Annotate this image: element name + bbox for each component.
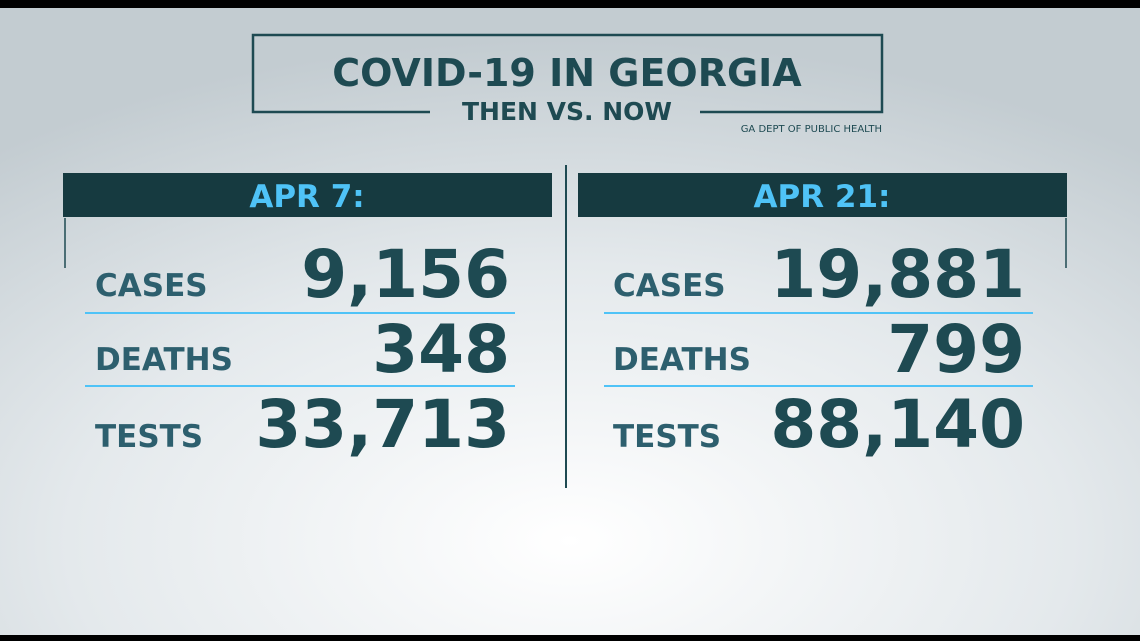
row-value: 799: [887, 311, 1025, 388]
row-label: DEATHS: [613, 342, 751, 378]
title: COVID-19 IN GEORGIA: [332, 51, 802, 95]
row-label: CASES: [95, 268, 208, 304]
row-value: 9,156: [301, 236, 510, 313]
row-label: DEATHS: [95, 342, 233, 378]
row-value: 88,140: [770, 386, 1025, 463]
date-bar: [578, 173, 1067, 217]
row-value: 348: [372, 311, 510, 388]
row-label: CASES: [613, 268, 726, 304]
source: GA DEPT OF PUBLIC HEALTH: [741, 124, 882, 135]
background: [0, 8, 1140, 635]
subtitle: THEN VS. NOW: [462, 97, 672, 126]
row-label: TESTS: [95, 419, 203, 455]
row-value: 19,881: [770, 236, 1025, 313]
row-value: 33,713: [255, 386, 510, 463]
date: APR 7:: [249, 179, 364, 215]
panels: APR 7: CASES 9,156 DEATHS 348 TESTS 33,713 APR …: [63, 173, 1067, 463]
title-box: [251, 33, 884, 114]
date: APR 21:: [754, 179, 891, 215]
date-bar: [63, 173, 552, 217]
row-label: TESTS: [613, 419, 721, 455]
